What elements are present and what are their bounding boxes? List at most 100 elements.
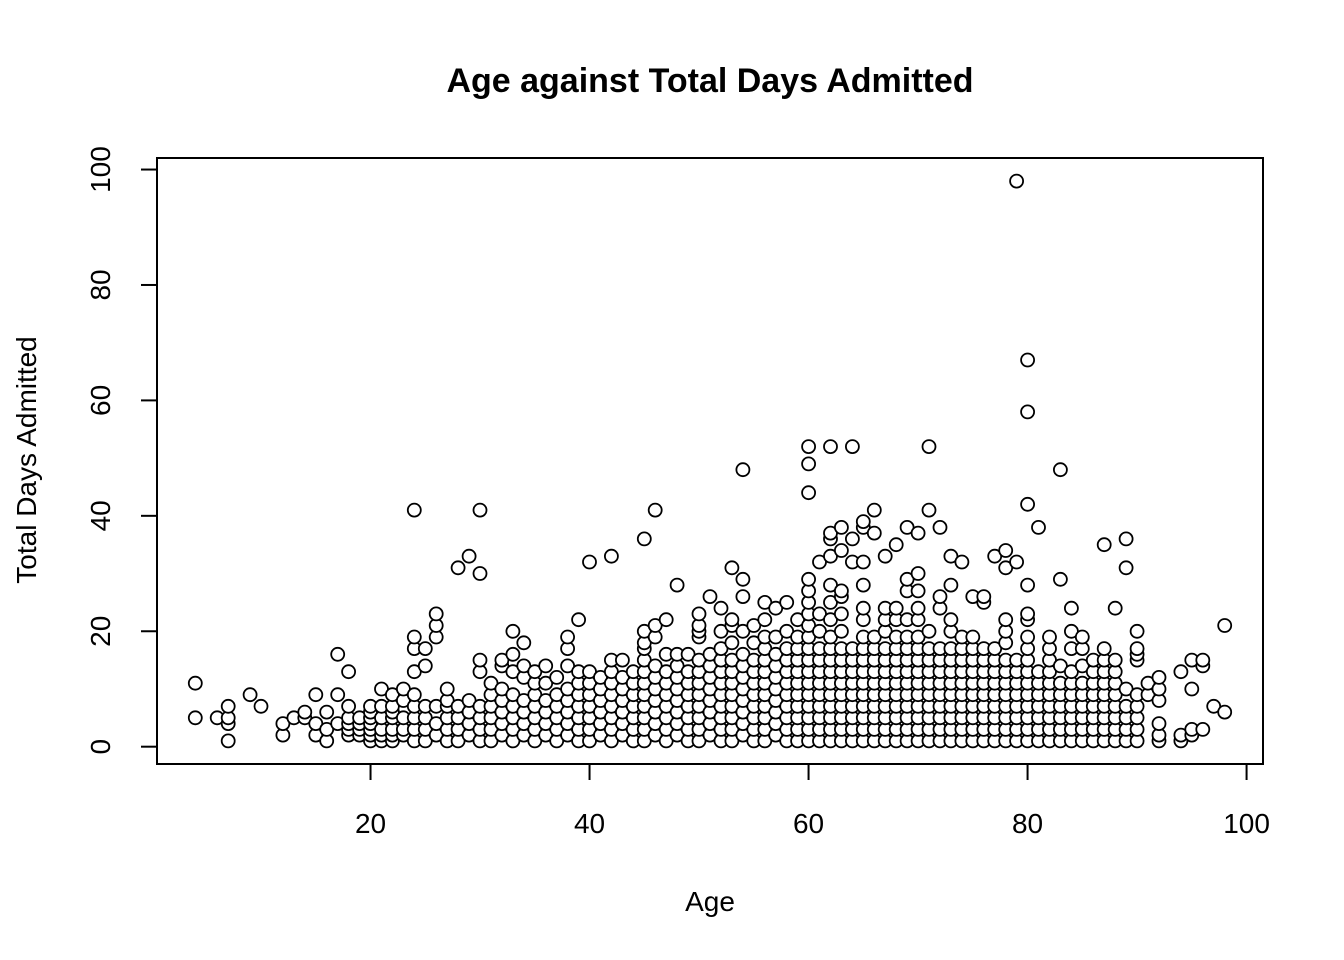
data-point (1118, 560, 1134, 576)
data-point (921, 502, 937, 518)
x-tick-label: 100 (1223, 808, 1270, 839)
data-point (910, 583, 926, 599)
data-point (1020, 404, 1035, 420)
data-point (866, 525, 882, 541)
data-point (834, 543, 849, 558)
x-axis: 20 40 60 80 100 (355, 763, 1270, 839)
data-point (417, 658, 433, 674)
data-point (1020, 577, 1035, 593)
data-point (801, 485, 816, 501)
data-point (604, 548, 619, 564)
data-point (910, 566, 926, 581)
data-point (636, 531, 652, 547)
data-point (888, 537, 904, 553)
data-point (921, 623, 937, 639)
data-point (549, 670, 565, 685)
data-point (998, 612, 1014, 628)
data-point (855, 514, 871, 529)
data-point (943, 577, 959, 593)
data-point (582, 554, 597, 570)
data-point (877, 548, 893, 564)
data-point (855, 577, 871, 593)
data-point (187, 710, 203, 726)
data-point (943, 612, 959, 628)
data-point (1042, 629, 1057, 645)
data-point (735, 462, 751, 478)
data-point (242, 687, 258, 703)
data-point (319, 704, 335, 720)
y-tick-label: 100 (85, 146, 116, 193)
data-point (472, 502, 488, 518)
data-point (1096, 537, 1112, 553)
data-point (505, 646, 521, 662)
data-point (954, 554, 970, 570)
y-tick-label: 40 (85, 500, 116, 531)
data-point (845, 439, 860, 455)
data-point (932, 589, 948, 604)
data-point (1020, 629, 1035, 645)
data-point (516, 635, 532, 651)
data-point (330, 687, 346, 703)
data-point (472, 566, 488, 581)
data-point (801, 571, 816, 587)
data-point (1020, 496, 1035, 512)
data-point (888, 600, 904, 616)
data-point (560, 629, 575, 645)
data-point (1009, 554, 1024, 570)
data-point (921, 439, 937, 455)
data-point (735, 589, 751, 604)
data-point (801, 456, 816, 472)
data-point (417, 641, 433, 656)
data-point (406, 629, 422, 645)
data-point (855, 554, 871, 570)
x-axis-label: Age (685, 886, 735, 917)
y-tick-label: 80 (85, 269, 116, 300)
data-point (834, 583, 849, 599)
data-point (834, 623, 849, 639)
data-point (845, 531, 860, 547)
data-point (1151, 670, 1167, 685)
data-point (1096, 641, 1112, 656)
data-point (866, 502, 882, 518)
data-point (1020, 352, 1035, 368)
x-tick-label: 20 (355, 808, 386, 839)
data-point (1009, 173, 1024, 189)
data-point (823, 439, 838, 455)
y-axis-label: Total Days Admitted (11, 336, 42, 583)
data-point (428, 606, 444, 622)
x-tick-label: 40 (574, 808, 605, 839)
data-point (910, 525, 926, 541)
data-point (855, 600, 871, 616)
y-tick-label: 60 (85, 385, 116, 416)
data-point (1074, 629, 1090, 645)
data-point (1053, 571, 1068, 587)
data-point (450, 560, 466, 576)
data-point (1107, 652, 1123, 668)
data-point (932, 520, 948, 535)
data-point (757, 612, 773, 628)
chart-title: Age against Total Days Admitted (446, 62, 973, 100)
data-point (801, 439, 816, 455)
data-point (297, 704, 313, 720)
data-point (1020, 606, 1035, 622)
data-point (406, 687, 422, 703)
data-point (406, 502, 422, 518)
data-point (1118, 531, 1134, 547)
data-point (1217, 618, 1233, 633)
data-point (658, 612, 674, 628)
data-point (691, 606, 707, 622)
data-point (1129, 623, 1145, 639)
data-point (1151, 716, 1167, 731)
data-point (308, 687, 324, 703)
data-point (998, 543, 1014, 558)
data-point (647, 502, 663, 518)
data-point (834, 520, 849, 535)
data-point (461, 548, 477, 564)
y-axis: 0 20 40 60 80 100 (85, 146, 158, 754)
data-point (834, 606, 849, 622)
data-point (669, 577, 685, 593)
x-tick-label: 60 (793, 808, 824, 839)
data-point (615, 652, 630, 668)
data-point (1129, 641, 1145, 656)
data-point (1053, 462, 1068, 478)
